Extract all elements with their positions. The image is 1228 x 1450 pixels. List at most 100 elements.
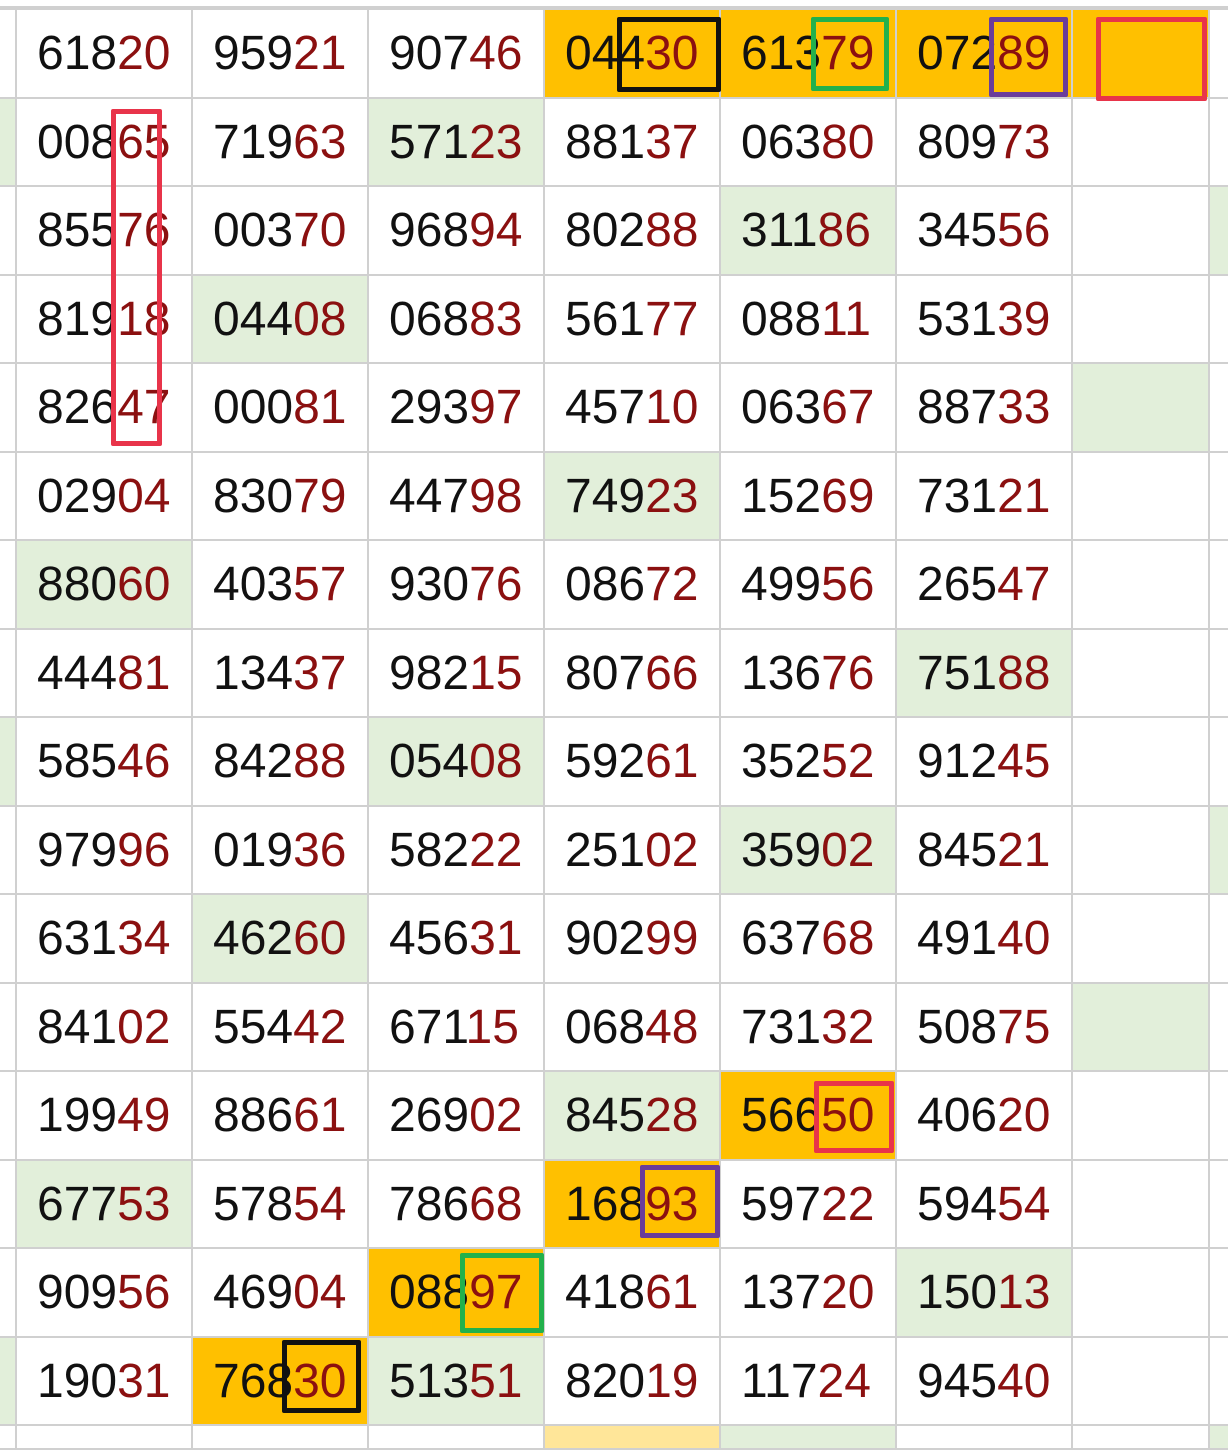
grid-cell[interactable]: 59722 [721, 1160, 897, 1249]
grid-cell[interactable]: 84528 [545, 1072, 721, 1161]
grid-cell[interactable]: 53139 [897, 275, 1073, 364]
grid-cell[interactable]: 19031 [17, 1337, 193, 1426]
edge-cell[interactable] [0, 895, 17, 984]
grid-cell[interactable]: 41861 [545, 1249, 721, 1338]
grid-cell[interactable]: 90299 [545, 895, 721, 984]
edge-cell[interactable] [1210, 1161, 1228, 1249]
grid-cell[interactable] [545, 1426, 721, 1450]
grid-cell[interactable]: 06848 [545, 983, 721, 1072]
grid-cell[interactable] [1073, 1426, 1210, 1450]
edge-cell[interactable] [1210, 10, 1228, 99]
grid-cell[interactable]: 75188 [897, 629, 1073, 718]
grid-cell[interactable]: 94540 [897, 1337, 1073, 1426]
grid-cell[interactable] [1073, 1249, 1210, 1338]
grid-cell[interactable]: 07289 [897, 10, 1073, 99]
grid-cell[interactable]: 29397 [369, 364, 545, 453]
grid-cell[interactable]: 02904 [17, 452, 193, 541]
grid-cell[interactable]: 59454 [897, 1160, 1073, 1249]
grid-cell[interactable]: 31186 [721, 187, 897, 276]
grid-cell[interactable]: 96894 [369, 187, 545, 276]
grid-cell[interactable]: 82019 [545, 1337, 721, 1426]
edge-cell[interactable] [0, 1072, 17, 1161]
grid-cell[interactable]: 81918 [17, 275, 193, 364]
edge-cell[interactable] [0, 187, 17, 276]
grid-cell[interactable]: 88661 [193, 1072, 369, 1161]
grid-cell[interactable]: 46260 [193, 895, 369, 984]
grid-cell[interactable]: 71963 [193, 98, 369, 187]
grid-cell[interactable] [1073, 452, 1210, 541]
grid-cell[interactable]: 73121 [897, 452, 1073, 541]
grid-cell[interactable]: 50875 [897, 983, 1073, 1072]
edge-cell[interactable] [1210, 276, 1228, 364]
grid-cell[interactable]: 06380 [721, 98, 897, 187]
edge-cell[interactable] [0, 1337, 17, 1426]
grid-cell[interactable]: 93076 [369, 541, 545, 630]
grid-cell[interactable] [1073, 364, 1210, 453]
grid-cell[interactable] [897, 1426, 1073, 1450]
edge-cell[interactable] [0, 541, 17, 630]
edge-cell[interactable] [1210, 364, 1228, 453]
grid-cell[interactable] [1073, 718, 1210, 807]
grid-cell[interactable]: 44481 [17, 629, 193, 718]
grid-cell[interactable]: 49956 [721, 541, 897, 630]
grid-cell[interactable]: 67753 [17, 1160, 193, 1249]
grid-cell[interactable]: 73132 [721, 983, 897, 1072]
grid-cell[interactable]: 74923 [545, 452, 721, 541]
edge-cell[interactable] [1210, 895, 1228, 984]
edge-cell[interactable] [0, 452, 17, 541]
grid-cell[interactable]: 88060 [17, 541, 193, 630]
edge-cell[interactable] [1210, 453, 1228, 541]
grid-cell[interactable] [369, 1426, 545, 1450]
grid-cell[interactable]: 88733 [897, 364, 1073, 453]
grid-cell[interactable]: 63768 [721, 895, 897, 984]
grid-cell[interactable]: 91245 [897, 718, 1073, 807]
grid-cell[interactable]: 78668 [369, 1160, 545, 1249]
grid-cell[interactable]: 59261 [545, 718, 721, 807]
grid-cell[interactable]: 63134 [17, 895, 193, 984]
grid-cell[interactable] [1073, 629, 1210, 718]
grid-cell[interactable]: 90956 [17, 1249, 193, 1338]
grid-cell[interactable]: 16893 [545, 1160, 721, 1249]
grid-cell[interactable]: 80766 [545, 629, 721, 718]
grid-cell[interactable] [1073, 1160, 1210, 1249]
grid-cell[interactable] [1073, 10, 1210, 99]
grid-cell[interactable]: 26547 [897, 541, 1073, 630]
grid-cell[interactable]: 06883 [369, 275, 545, 364]
grid-cell[interactable]: 57854 [193, 1160, 369, 1249]
edge-cell[interactable] [0, 1160, 17, 1249]
grid-cell[interactable] [193, 1426, 369, 1450]
edge-cell[interactable] [0, 629, 17, 718]
grid-cell[interactable] [1073, 895, 1210, 984]
grid-cell[interactable]: 82647 [17, 364, 193, 453]
grid-cell[interactable]: 67115 [369, 983, 545, 1072]
grid-cell[interactable] [1073, 983, 1210, 1072]
grid-cell[interactable]: 15269 [721, 452, 897, 541]
grid-cell[interactable]: 13437 [193, 629, 369, 718]
edge-cell[interactable] [0, 1426, 17, 1450]
grid-cell[interactable]: 49140 [897, 895, 1073, 984]
grid-cell[interactable] [1073, 187, 1210, 276]
grid-cell[interactable]: 97996 [17, 806, 193, 895]
edge-cell[interactable] [1210, 1338, 1228, 1426]
grid-cell[interactable]: 57123 [369, 98, 545, 187]
grid-cell[interactable]: 25102 [545, 806, 721, 895]
grid-cell[interactable] [1073, 275, 1210, 364]
grid-cell[interactable]: 04430 [545, 10, 721, 99]
grid-cell[interactable]: 61379 [721, 10, 897, 99]
edge-cell[interactable] [0, 983, 17, 1072]
grid-cell[interactable]: 46904 [193, 1249, 369, 1338]
edge-cell[interactable] [1210, 984, 1228, 1072]
grid-cell[interactable]: 11724 [721, 1337, 897, 1426]
grid-cell[interactable]: 15013 [897, 1249, 1073, 1338]
grid-cell[interactable] [1073, 1072, 1210, 1161]
grid-cell[interactable]: 26902 [369, 1072, 545, 1161]
edge-cell[interactable] [1210, 1072, 1228, 1161]
grid-cell[interactable]: 56650 [721, 1072, 897, 1161]
grid-cell[interactable]: 58546 [17, 718, 193, 807]
grid-cell[interactable]: 08897 [369, 1249, 545, 1338]
grid-cell[interactable]: 05408 [369, 718, 545, 807]
grid-cell[interactable]: 04408 [193, 275, 369, 364]
grid-cell[interactable]: 08811 [721, 275, 897, 364]
edge-cell[interactable] [0, 10, 17, 99]
grid-cell[interactable]: 84288 [193, 718, 369, 807]
